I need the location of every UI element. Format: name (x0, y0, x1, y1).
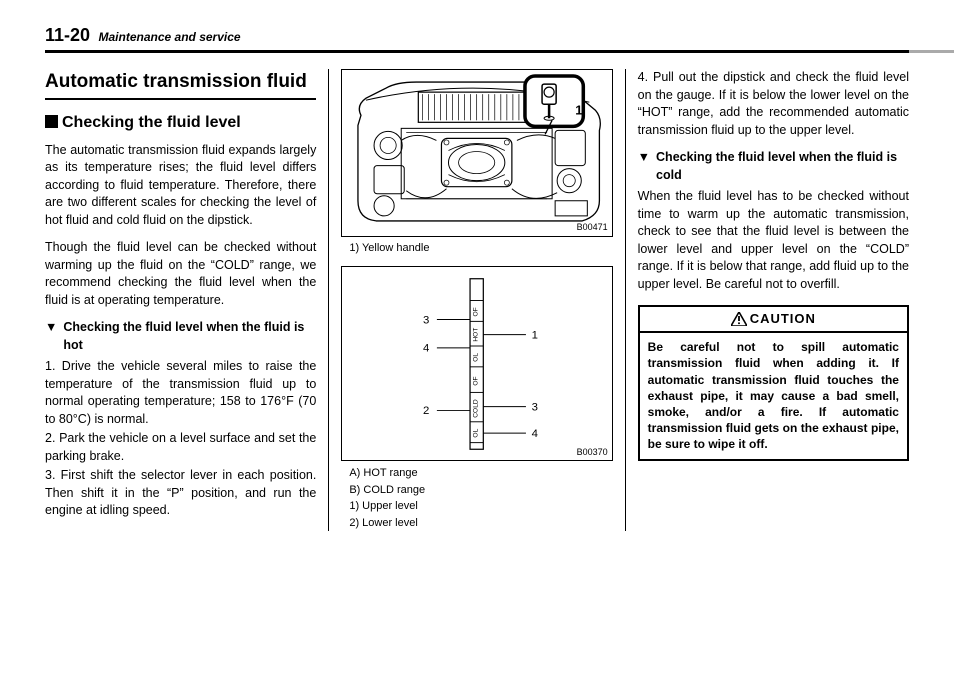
svg-text:4: 4 (423, 343, 429, 355)
hot-step-3: 3. First shift the selector lever in eac… (45, 467, 316, 520)
cold-check-text: Checking the fluid level when the fluid … (656, 149, 909, 184)
subsection-title: Checking the fluid level (45, 112, 316, 134)
caution-header: CAUTION (640, 307, 907, 333)
legend-2: 2) Lower level (349, 515, 612, 532)
svg-text:4: 4 (532, 428, 538, 440)
svg-text:OL: OL (473, 353, 480, 362)
svg-text:1: 1 (576, 102, 583, 117)
engine-drawing: 1 (342, 70, 611, 236)
chapter-title: Maintenance and service (99, 30, 241, 44)
figure-2-legend: A) HOT range B) COLD range 1) Upper leve… (341, 465, 612, 531)
hot-check-text: Checking the fluid level when the fluid … (63, 319, 316, 354)
figure-2-id: B00370 (577, 446, 608, 459)
caution-body: Be careful not to spill automatic transm… (640, 333, 907, 458)
page-number: 11-20 (45, 25, 90, 45)
content-columns: Automatic transmission fluid Checking th… (45, 69, 909, 531)
cold-check-heading: ▼ Checking the fluid level when the flui… (638, 149, 909, 184)
figure-1-caption: 1) Yellow handle (341, 241, 612, 256)
svg-text:COLD: COLD (473, 399, 480, 418)
intro-paragraph-2: Though the fluid level can be checked wi… (45, 239, 316, 309)
cold-paragraph: When the fluid level has to be checked w… (638, 188, 909, 293)
svg-text:1: 1 (532, 329, 538, 341)
section-title: Automatic transmission fluid (45, 69, 316, 100)
svg-text:3: 3 (532, 401, 538, 413)
legend-b: B) COLD range (349, 482, 612, 499)
svg-text:HOT: HOT (473, 328, 480, 342)
svg-text:3: 3 (423, 314, 429, 326)
hot-step-2: 2. Park the vehicle on a level surface a… (45, 430, 316, 465)
svg-text:OL: OL (473, 428, 480, 437)
intro-paragraph-1: The automatic transmission fluid expands… (45, 142, 316, 230)
triangle-bullet-icon: ▼ (638, 149, 650, 184)
svg-text:2: 2 (423, 405, 429, 417)
square-bullet-icon (45, 115, 58, 128)
column-2: 1 B00471 1) Yellow handle OF HOT OL (329, 69, 625, 531)
hot-step-1: 1. Drive the vehicle several miles to ra… (45, 358, 316, 428)
triangle-bullet-icon: ▼ (45, 319, 57, 354)
subsection-text: Checking the fluid level (62, 114, 241, 131)
legend-1: 1) Upper level (349, 498, 612, 515)
column-3: 4. Pull out the dipstick and check the f… (626, 69, 909, 531)
svg-text:OF: OF (473, 376, 480, 385)
hot-step-4: 4. Pull out the dipstick and check the f… (638, 69, 909, 139)
page-header: 11-20 Maintenance and service (45, 25, 909, 53)
caution-title: CAUTION (750, 311, 816, 326)
engine-figure: 1 B00471 (341, 69, 612, 237)
hot-check-heading: ▼ Checking the fluid level when the flui… (45, 319, 316, 354)
legend-a: A) HOT range (349, 465, 612, 482)
caution-box: CAUTION Be careful not to spill automati… (638, 305, 909, 461)
dipstick-figure: OF HOT OL OF COLD OL 3 (341, 266, 612, 461)
svg-text:OF: OF (473, 307, 480, 316)
warning-icon (731, 312, 747, 326)
dipstick-drawing: OF HOT OL OF COLD OL 3 (363, 274, 590, 454)
column-1: Automatic transmission fluid Checking th… (45, 69, 329, 531)
figure-1-id: B00471 (577, 221, 608, 234)
